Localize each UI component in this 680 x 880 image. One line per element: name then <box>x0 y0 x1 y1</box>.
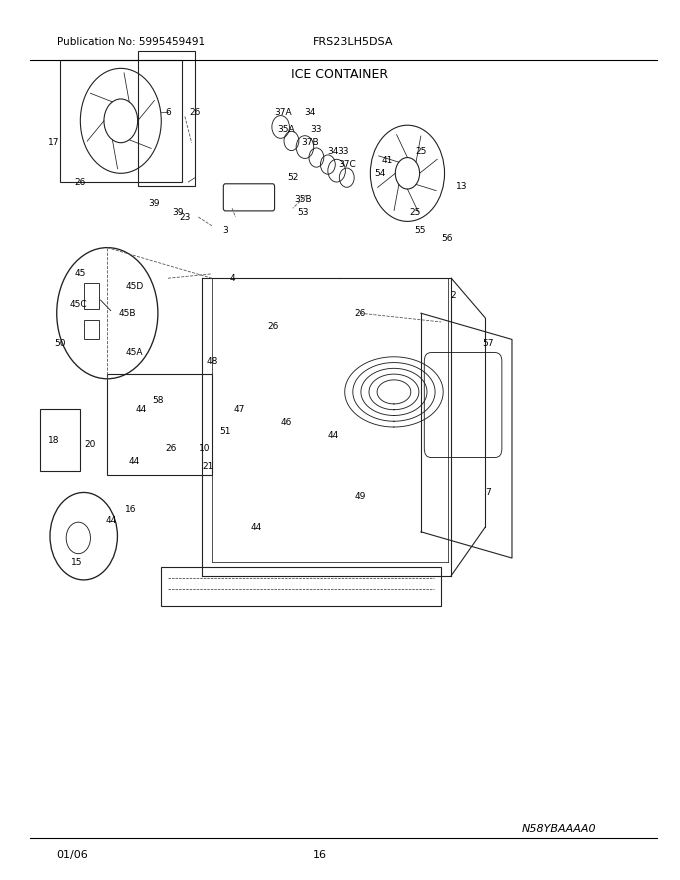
Text: 47: 47 <box>233 405 245 414</box>
Bar <box>107 374 212 475</box>
Text: 37B: 37B <box>301 138 318 147</box>
Text: 49: 49 <box>354 492 366 502</box>
Text: 44: 44 <box>328 431 339 440</box>
Text: 39: 39 <box>149 200 160 209</box>
Text: 2: 2 <box>450 291 456 300</box>
Text: 46: 46 <box>280 418 292 427</box>
Text: 39: 39 <box>173 209 184 217</box>
Text: 56: 56 <box>441 234 452 244</box>
Text: 53: 53 <box>297 209 309 217</box>
Text: 48: 48 <box>206 356 218 366</box>
Text: 21: 21 <box>203 462 214 471</box>
Text: 6: 6 <box>165 107 171 116</box>
Text: 23: 23 <box>180 212 190 222</box>
Text: 4: 4 <box>229 274 235 282</box>
Text: 52: 52 <box>287 173 299 182</box>
Text: 41: 41 <box>381 156 393 165</box>
Text: 18: 18 <box>48 436 59 444</box>
Text: 16: 16 <box>125 505 137 515</box>
Text: 25: 25 <box>415 147 426 156</box>
Text: 44: 44 <box>129 458 140 466</box>
Text: 37C: 37C <box>338 160 356 169</box>
Text: 01/06: 01/06 <box>56 850 88 861</box>
Text: 33: 33 <box>311 125 322 134</box>
Text: 54: 54 <box>375 169 386 178</box>
Text: 13: 13 <box>456 182 467 191</box>
Text: 55: 55 <box>414 225 425 235</box>
Text: 35B: 35B <box>294 195 311 204</box>
Text: ICE CONTAINER: ICE CONTAINER <box>292 69 388 81</box>
Text: 3: 3 <box>222 225 228 235</box>
Text: 51: 51 <box>220 427 231 436</box>
Text: 15: 15 <box>71 558 83 567</box>
Text: 26: 26 <box>166 444 177 453</box>
Text: 10: 10 <box>199 444 211 453</box>
Text: 45: 45 <box>75 269 86 278</box>
Text: 57: 57 <box>483 340 494 348</box>
Text: 20: 20 <box>85 440 96 449</box>
Text: 37A: 37A <box>274 107 292 116</box>
Text: 45C: 45C <box>69 300 87 309</box>
Bar <box>84 320 99 340</box>
Text: 35A: 35A <box>277 125 295 134</box>
Text: 16: 16 <box>313 850 327 861</box>
Text: Publication No: 5995459491: Publication No: 5995459491 <box>56 37 205 48</box>
Bar <box>161 567 441 606</box>
Text: 34: 34 <box>304 107 316 116</box>
Text: 26: 26 <box>354 309 366 318</box>
Text: 45B: 45B <box>119 309 136 318</box>
Text: 58: 58 <box>152 396 164 405</box>
Text: FRS23LH5DSA: FRS23LH5DSA <box>313 37 394 48</box>
Text: 45A: 45A <box>126 348 143 357</box>
Text: 44: 44 <box>105 516 116 525</box>
Text: 44: 44 <box>250 523 261 532</box>
Text: 26: 26 <box>189 107 201 116</box>
Text: 7: 7 <box>486 488 491 497</box>
Bar <box>84 282 99 309</box>
Text: 17: 17 <box>48 138 59 147</box>
Text: 45D: 45D <box>125 282 143 291</box>
Text: 50: 50 <box>54 340 66 348</box>
Text: 26: 26 <box>75 178 86 187</box>
Bar <box>40 409 80 471</box>
Text: 33: 33 <box>338 147 349 156</box>
Text: 44: 44 <box>135 405 147 414</box>
Text: 26: 26 <box>267 322 278 331</box>
Text: N58YBAAAA0: N58YBAAAA0 <box>522 825 596 834</box>
Text: 34: 34 <box>328 147 339 156</box>
Bar <box>137 51 195 187</box>
Text: 25: 25 <box>410 209 421 217</box>
